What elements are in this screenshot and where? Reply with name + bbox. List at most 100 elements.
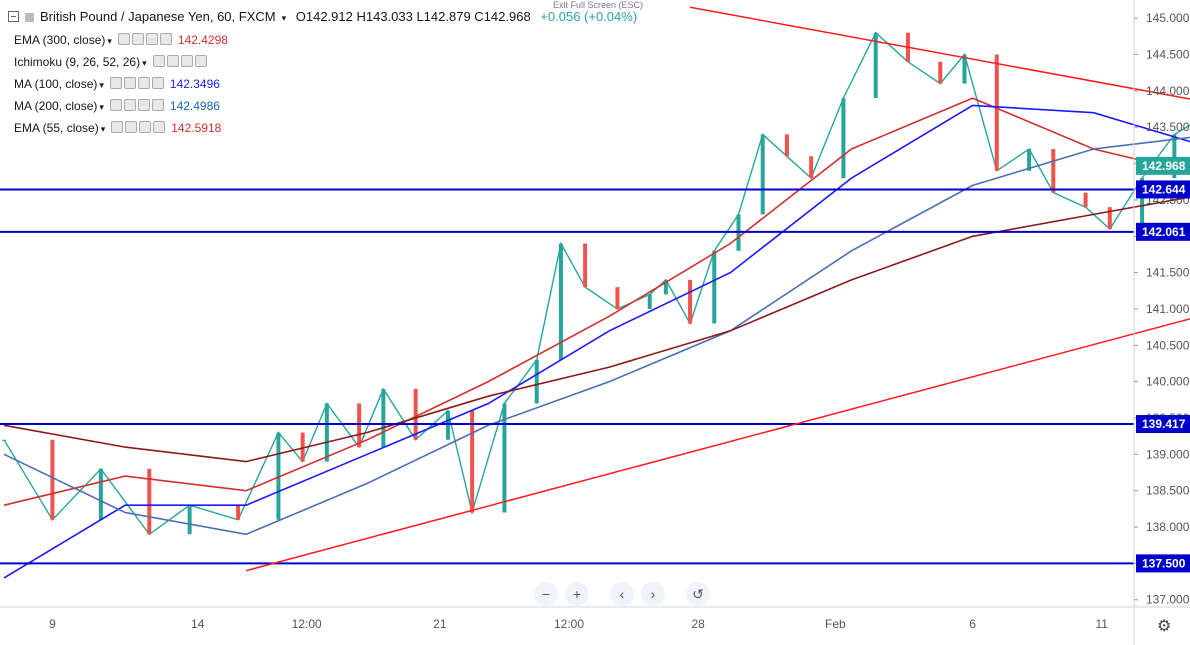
study-row[interactable]: MA (100, close) ▾ 142.3496	[14, 75, 228, 97]
trendline-upper	[689, 6, 1190, 100]
study-source-icon[interactable]	[139, 120, 152, 133]
study-settings-icon[interactable]	[123, 76, 136, 89]
price-label-text: 142.968	[1142, 159, 1186, 173]
study-settings-icon[interactable]	[166, 54, 179, 67]
symbol-title[interactable]: British Pound / Japanese Yen, 60, FXCM	[40, 9, 276, 24]
study-row[interactable]: MA (200, close) ▾ 142.4986	[14, 97, 228, 119]
zoom-out-button[interactable]: −	[534, 582, 558, 606]
study-source-icon[interactable]	[145, 32, 158, 45]
collapse-icon[interactable]	[8, 11, 19, 22]
settings-gear-icon[interactable]: ⚙	[1157, 618, 1172, 635]
chevron-down-icon[interactable]: ▾	[99, 80, 104, 90]
study-action-buttons	[152, 54, 209, 72]
candle-body	[841, 98, 846, 179]
visibility-toggle-icon[interactable]	[152, 54, 165, 67]
price-tick-label: 141.500	[1146, 266, 1190, 280]
ohlc-values: O142.912 H143.033 L142.879 C142.968	[295, 9, 531, 24]
price-tick-label: 143.500	[1146, 120, 1190, 134]
price-tick-label: 139.000	[1146, 447, 1190, 461]
candle-body	[1140, 178, 1145, 229]
study-action-buttons	[109, 76, 166, 94]
remove-study-icon[interactable]	[153, 120, 166, 133]
remove-study-icon[interactable]	[151, 98, 164, 111]
study-settings-icon[interactable]	[131, 32, 144, 45]
price-tick-label: 138.500	[1146, 484, 1190, 498]
visibility-toggle-icon[interactable]	[117, 32, 130, 45]
chevron-down-icon[interactable]: ▾	[99, 102, 104, 112]
study-label[interactable]: MA (200, close)	[14, 99, 98, 113]
study-label[interactable]: EMA (55, close)	[14, 121, 99, 135]
candle-body	[583, 243, 588, 288]
study-settings-icon[interactable]	[125, 120, 138, 133]
candle-body	[413, 388, 418, 440]
series-line-ma-100	[3, 104, 1190, 579]
price-label-box	[1136, 180, 1190, 199]
time-tick-label: 12:00	[554, 617, 584, 631]
reset-chart-button[interactable]: ↺	[686, 582, 710, 606]
study-action-buttons	[111, 120, 167, 138]
price-label-text: 142.644	[1142, 182, 1186, 196]
study-source-icon[interactable]	[180, 54, 193, 67]
symbol-icon	[25, 13, 34, 22]
visibility-toggle-icon[interactable]	[109, 76, 122, 89]
candle-body	[938, 61, 943, 84]
study-row[interactable]: EMA (300, close) ▾ 142.4298	[14, 31, 228, 53]
study-label[interactable]: Ichimoku (9, 26, 52, 26)	[14, 55, 141, 69]
price-tick-label: 138.000	[1146, 520, 1190, 534]
remove-study-icon[interactable]	[151, 76, 164, 89]
price-tick-label: 137.000	[1146, 593, 1190, 607]
time-tick-label: 9	[49, 617, 56, 631]
study-value: 142.5918	[171, 121, 222, 135]
visibility-toggle-icon[interactable]	[109, 98, 122, 111]
price-label-text: 137.500	[1142, 556, 1186, 570]
candle-body	[994, 54, 999, 171]
time-tick-label: 12:00	[292, 617, 322, 631]
candle-body	[187, 505, 192, 535]
candle-body	[2, 439, 6, 441]
price-label-box	[1136, 415, 1190, 434]
candle-body	[381, 388, 386, 448]
trendline-lower	[245, 318, 1190, 572]
time-tick-label: 11	[1095, 617, 1108, 631]
candle-body	[534, 359, 539, 404]
study-row[interactable]: Ichimoku (9, 26, 52, 26) ▾	[14, 53, 228, 75]
study-action-buttons	[117, 32, 174, 50]
remove-study-icon[interactable]	[159, 32, 172, 45]
zoom-in-button[interactable]: +	[565, 582, 589, 606]
trendlines	[245, 6, 1190, 572]
candle-body	[470, 410, 475, 513]
study-label[interactable]: EMA (300, close)	[14, 33, 106, 47]
candle-body	[615, 287, 620, 309]
study-settings-icon[interactable]	[123, 98, 136, 111]
dropdown-caret-icon[interactable]: ▾	[281, 13, 287, 23]
series-line-ema-55	[3, 97, 1190, 506]
scroll-right-button[interactable]: ›	[641, 582, 665, 606]
study-row[interactable]: EMA (55, close) ▾ 142.5918	[14, 119, 228, 141]
price-tick-label: 145.000	[1146, 11, 1190, 25]
remove-study-icon[interactable]	[194, 54, 207, 67]
chart-header: British Pound / Japanese Yen, 60, FXCM ▾ …	[0, 0, 1134, 30]
candle-body	[647, 294, 652, 309]
chevron-down-icon[interactable]: ▾	[100, 124, 106, 134]
candle-body	[809, 156, 814, 179]
chevron-down-icon[interactable]: ▾	[142, 58, 147, 68]
candle-body	[760, 134, 765, 215]
candle-body	[712, 250, 717, 324]
candle-body	[300, 432, 305, 462]
time-tick-label: 14	[191, 617, 205, 631]
candle-body	[1083, 192, 1088, 208]
candle-body	[784, 134, 789, 157]
exit-fullscreen-hint[interactable]: Exit Full Screen (ESC)	[553, 0, 644, 10]
study-value: 142.3496	[169, 77, 220, 91]
time-tick-label: 21	[433, 617, 447, 631]
chevron-down-icon[interactable]: ▾	[107, 36, 112, 46]
study-source-icon[interactable]	[137, 76, 150, 89]
scroll-left-button[interactable]: ‹	[610, 582, 634, 606]
price-tick-label: 144.500	[1146, 48, 1190, 62]
study-source-icon[interactable]	[137, 98, 150, 111]
candle-body	[50, 439, 55, 520]
study-label[interactable]: MA (100, close)	[14, 77, 98, 91]
candle-body	[1172, 134, 1177, 179]
visibility-toggle-icon[interactable]	[111, 120, 124, 133]
